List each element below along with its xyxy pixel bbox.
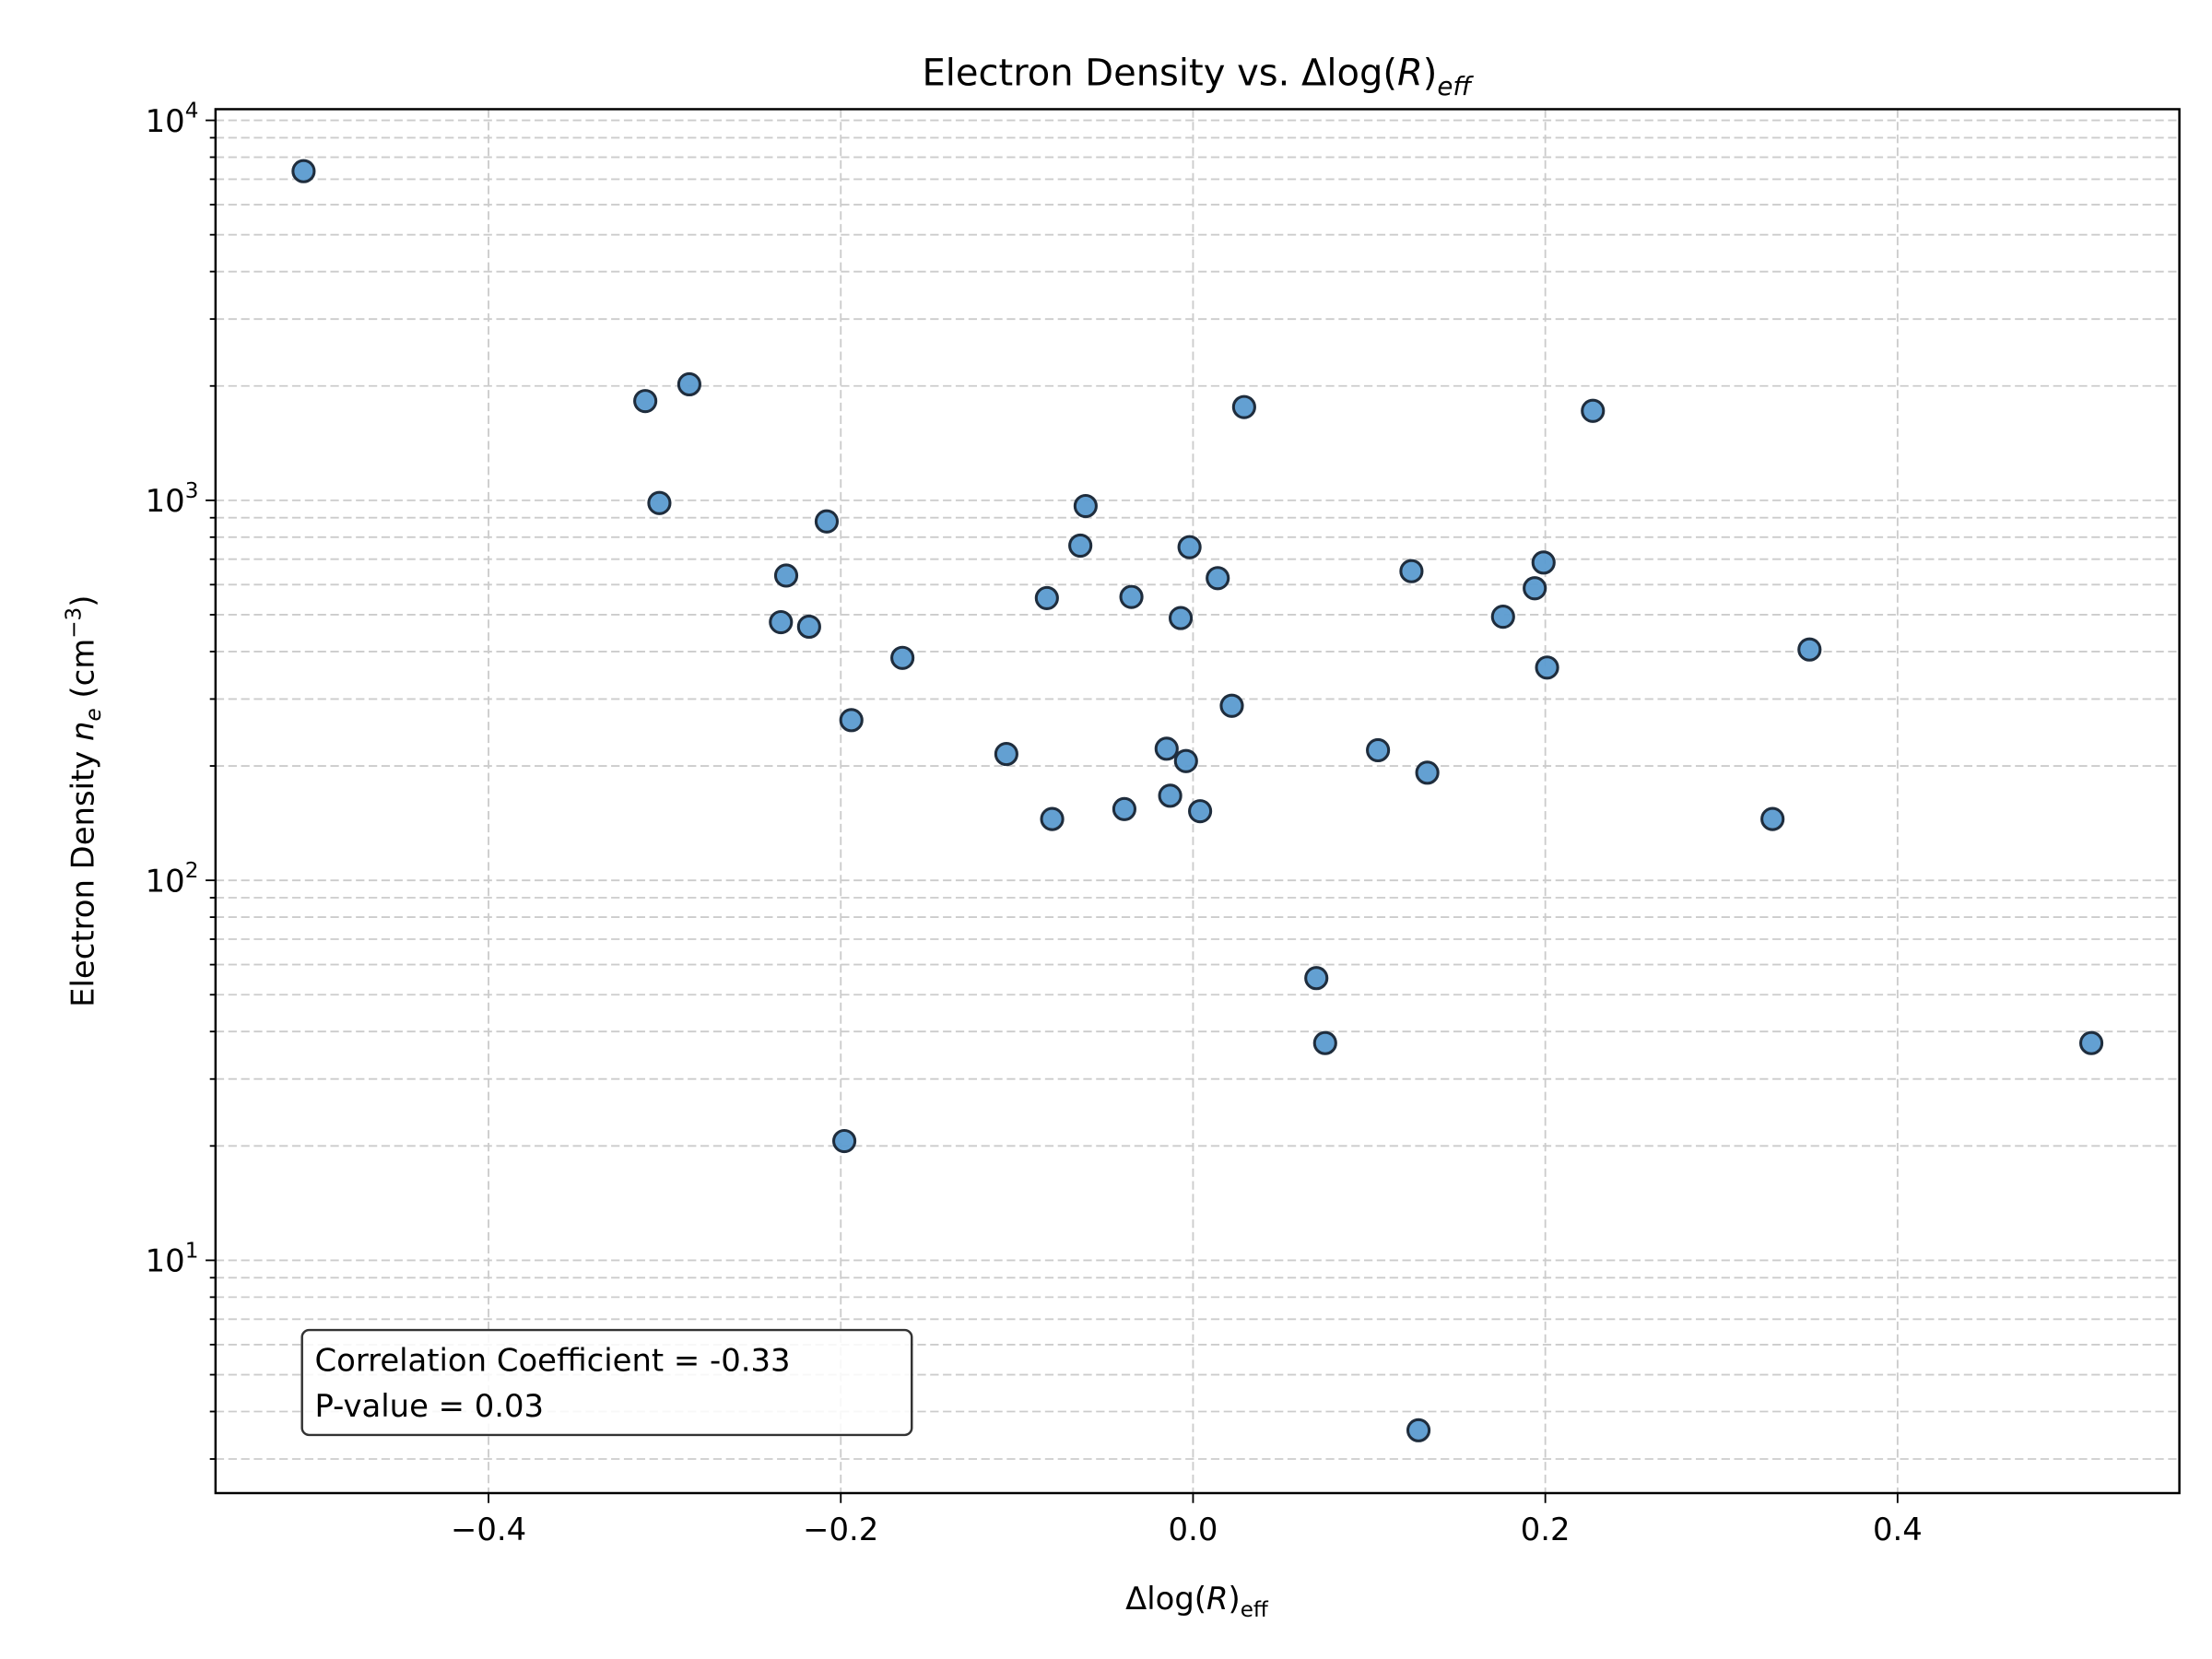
y-tick-label: 103 [146,479,199,519]
data-point [1154,736,1179,761]
x-tick-label: 0.0 [1169,1512,1218,1547]
y-tick-label: 102 [146,859,199,899]
data-point [1168,606,1194,630]
data-points [291,159,2104,1442]
y-tick-label: 104 [146,99,199,138]
data-point [1490,605,1515,629]
data-point [1797,637,1822,662]
data-point [831,1128,857,1154]
data-point [633,389,658,414]
x-tick-label: 0.4 [1873,1512,1923,1547]
data-point [1158,783,1182,808]
data-point [1034,585,1059,611]
x-axis-label: Δlog(R)eff [1125,1581,1269,1622]
p-value-text: P-value = 0.03 [315,1388,545,1424]
data-point [1399,559,1424,583]
data-point [1219,693,1244,718]
data-point [890,645,915,670]
data-point [1535,655,1559,680]
y-axis-label: Electron Density ne (cm−3) [63,595,107,1007]
data-point [839,708,864,733]
data-point [1523,576,1547,601]
data-point [291,159,316,183]
data-point [814,509,840,534]
data-point [647,490,672,515]
data-point [1231,394,1256,419]
data-point [1177,535,1202,559]
data-point [773,563,799,588]
data-point [1406,1418,1431,1442]
x-tick-label: −0.4 [451,1512,526,1547]
y-tick-label: 101 [146,1239,199,1278]
data-point [994,742,1018,767]
data-point [2078,1030,2104,1055]
data-point [1173,748,1198,773]
data-point [1068,533,1093,559]
annotation-box [300,1328,913,1437]
data-point [1188,799,1213,824]
data-point [1312,1030,1337,1055]
axis-ticks: −0.4 −0.2 0.0 0.2 0.4 101 102 103 104 [146,99,1923,1547]
x-tick-label: −0.2 [803,1512,878,1547]
data-point [1073,493,1098,519]
data-point [1119,584,1144,609]
plot-frame [214,108,2181,1495]
data-point [1415,760,1440,785]
stats-annotation: Correlation Coefficient = -0.33 P-value … [300,1328,913,1437]
data-point [796,614,821,640]
data-point [1112,796,1137,821]
data-point [1366,737,1391,763]
data-point [1531,550,1556,575]
data-point [1760,806,1785,831]
data-point [769,609,794,635]
correlation-text: Correlation Coefficient = -0.33 [315,1343,791,1379]
data-point [1206,566,1230,591]
chart-title: Electron Density vs. Δlog(R)eff [923,52,1475,101]
data-point [1304,966,1329,991]
data-point [1581,398,1606,423]
grid [215,109,2180,1493]
data-point [677,371,701,397]
x-tick-label: 0.2 [1521,1512,1571,1547]
data-point [1040,806,1065,831]
